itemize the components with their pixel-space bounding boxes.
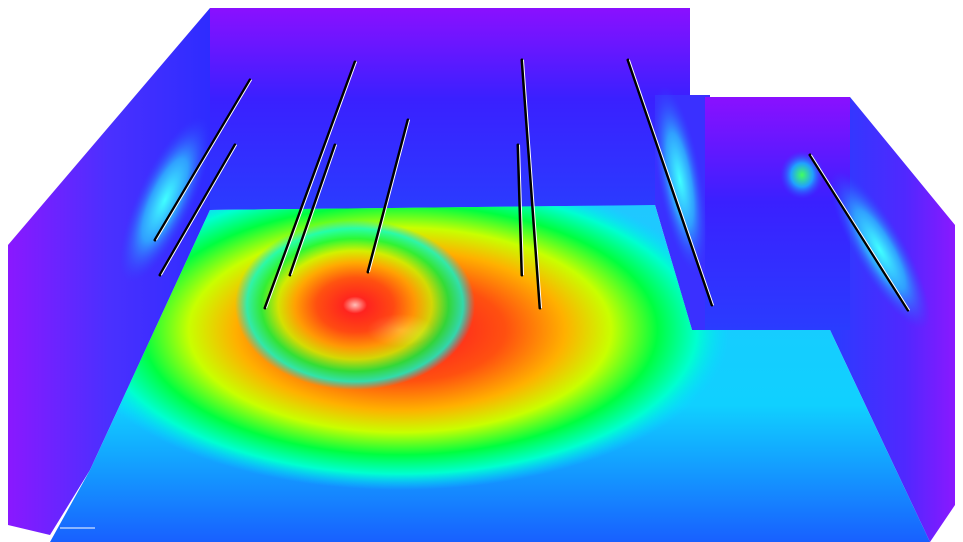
luminaire-highlight xyxy=(161,144,237,276)
wall-light-patch xyxy=(652,86,708,274)
luminaire xyxy=(626,58,714,307)
luminaires xyxy=(153,58,910,312)
luminaire-lines xyxy=(153,58,910,312)
luminaire xyxy=(263,60,357,310)
luminaire xyxy=(808,153,910,312)
wall-light-patch xyxy=(780,151,824,199)
luminaire xyxy=(288,143,337,277)
annex-back-wall xyxy=(705,97,850,330)
luminaire-highlight xyxy=(156,79,252,241)
luminaire xyxy=(366,118,410,274)
luminaire xyxy=(158,143,237,277)
luminaire-highlight xyxy=(291,144,337,276)
luminaire-highlights xyxy=(156,59,910,311)
wall-light-patch xyxy=(119,117,211,283)
luminaire-highlight xyxy=(629,59,714,306)
luminaire-highlight xyxy=(523,59,542,309)
luminaire-highlight xyxy=(369,119,410,273)
left-wall xyxy=(8,8,210,535)
back-wall xyxy=(210,8,690,210)
luminaire-highlight xyxy=(519,144,524,276)
luminaire-highlight xyxy=(266,61,357,309)
luminaire xyxy=(516,143,524,277)
illuminance-peak xyxy=(235,220,475,390)
wall-light-patch xyxy=(830,171,930,329)
luminaire xyxy=(153,78,252,242)
luminaire xyxy=(520,58,542,310)
luminaire-highlight xyxy=(811,154,910,311)
